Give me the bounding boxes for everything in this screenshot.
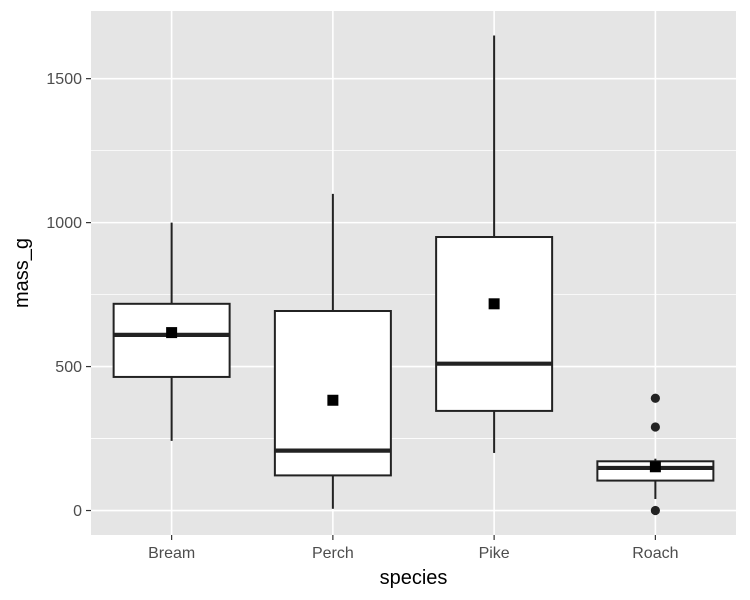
y-tick-label: 1000 [46, 215, 82, 232]
box-pike [435, 35, 554, 453]
panel-background [91, 11, 736, 535]
plot-panel [91, 11, 736, 535]
mean-marker [649, 461, 661, 473]
mean-marker [327, 394, 339, 406]
outlier-point [650, 422, 660, 432]
box-body [112, 302, 231, 378]
y-tick-label: 500 [55, 359, 82, 376]
x-tick-label: Pike [479, 545, 510, 562]
y-axis-title: mass_g [11, 238, 33, 308]
box-roach [596, 393, 715, 516]
x-tick-label: Roach [632, 545, 678, 562]
x-axis-title: species [380, 567, 448, 589]
outlier-point [650, 505, 660, 516]
box-perch [273, 193, 392, 509]
box-body [273, 310, 392, 477]
y-tick-label: 0 [73, 503, 82, 520]
mean-marker [166, 327, 178, 339]
axis-labels: 0 500 1000 1500 Bream Perch Pike Roach [46, 71, 678, 562]
x-tick-label: Bream [148, 545, 195, 562]
plot-marks [112, 35, 715, 516]
box-bream [112, 222, 231, 441]
box-body [435, 236, 554, 412]
y-tick-label: 1500 [46, 71, 82, 88]
outlier-point [650, 393, 660, 403]
x-tick-label: Perch [312, 545, 354, 562]
mean-marker [488, 298, 500, 310]
